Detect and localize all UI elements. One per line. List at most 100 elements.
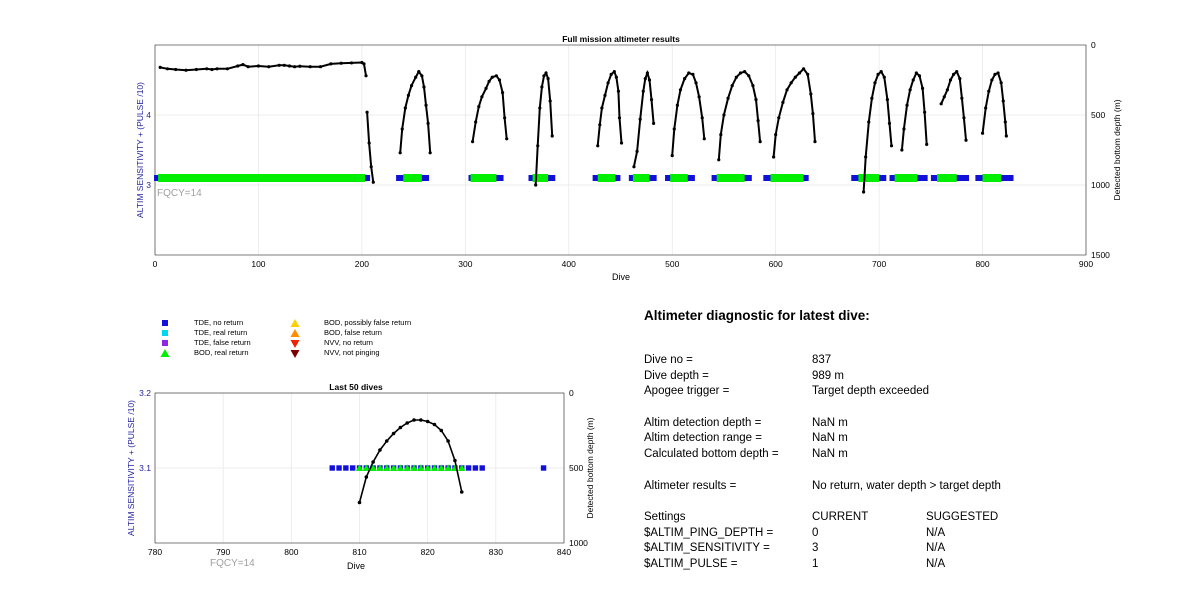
bottom-depth-point	[702, 137, 706, 141]
y-left-tick-label: 4	[146, 110, 151, 120]
bottom-depth-point	[540, 85, 544, 89]
setting-name: $ALTIM_PULSE =	[644, 557, 738, 570]
bottom-depth-point	[432, 422, 437, 427]
bottom-depth-line	[671, 71, 706, 156]
bottom-depth-point	[905, 103, 909, 107]
diag-row-dive-depth: Dive depth = 989 m	[644, 369, 1184, 385]
bottom-depth-point	[487, 79, 491, 83]
bottom-depth-point	[603, 93, 607, 97]
bod-real-return-marker	[417, 464, 425, 471]
diag-value: Target depth exceeded	[812, 385, 930, 398]
bottom-depth-point	[951, 72, 956, 76]
setting-current: 0	[812, 526, 819, 539]
bottom-depth-point	[241, 63, 245, 67]
bottom-depth-point	[960, 96, 964, 100]
bottom-depth-point	[811, 112, 815, 116]
chart2-title: Last 50 dives	[329, 382, 383, 392]
bottom-depth-point	[1004, 134, 1008, 138]
bottom-depth-point	[993, 72, 997, 76]
chart1-ylabel: ALTIM SENSITIVITY + (PULSE /10)	[135, 82, 145, 218]
bod-real-return-markers	[770, 174, 804, 182]
bottom-depth-point	[287, 64, 292, 68]
setting-suggested: N/A	[926, 557, 946, 570]
bottom-depth-point	[619, 141, 624, 145]
bottom-depth-point	[205, 67, 209, 71]
bottom-depth-point	[945, 88, 949, 92]
y-left-tick-label: 3.2	[139, 388, 151, 398]
bottom-depth-point	[911, 78, 915, 82]
diag-label: Apogee trigger =	[644, 385, 730, 398]
bottom-depth-point	[598, 123, 602, 127]
tde-no-return-marker	[329, 465, 335, 471]
bottom-depth-point	[371, 460, 375, 464]
bottom-depth-point	[925, 142, 929, 146]
x-tick-label: 840	[557, 547, 571, 557]
last-50-dives-chart: Last 50 dives 780 790 800 810 820 830 840 3.1 3.…	[126, 382, 595, 571]
chart1-title: Full mission altimeter results	[562, 34, 680, 44]
bottom-depth-point	[758, 140, 762, 144]
bottom-depth-point	[349, 61, 354, 65]
diagnostic-title: Altimeter diagnostic for latest dive:	[644, 308, 870, 323]
bottom-depth-point	[670, 154, 674, 158]
bottom-depth-point	[422, 85, 426, 89]
bod-real-return-marker	[430, 464, 439, 471]
diag-value: NaN m	[812, 432, 848, 445]
chart2-ylabel-right: Detected bottom depth (m)	[585, 417, 595, 518]
legend-marker-bod-real-return	[160, 349, 170, 357]
current-header: CURRENT	[812, 511, 869, 524]
y-right-tick-label: 1000	[1091, 180, 1110, 190]
bottom-depth-point	[225, 67, 230, 71]
bod-real-return-marker	[424, 464, 432, 471]
y-right-tick-label: 1500	[1091, 250, 1110, 260]
bottom-depth-point	[743, 70, 747, 74]
diag-row-altim-detection-range: Altim detection range = NaN m	[644, 431, 1184, 447]
setting-current: 3	[812, 542, 819, 555]
bottom-depth-point	[308, 65, 312, 69]
suggested-header: SUGGESTED	[926, 511, 999, 524]
bottom-depth-point	[793, 75, 797, 79]
bottom-depth-point	[546, 77, 550, 81]
bottom-depth-point	[477, 105, 481, 109]
bottom-depth-point	[809, 92, 813, 96]
bottom-depth-point	[339, 61, 343, 65]
bottom-depth-point	[400, 127, 404, 131]
legend-marker-tde-no-return	[162, 320, 168, 326]
bod-real-return-markers	[716, 174, 745, 182]
bottom-depth-point	[298, 64, 302, 68]
diag-row-altim-detection-depth: Altim detection depth = NaN m	[644, 416, 1184, 432]
diag-value: NaN m	[812, 447, 848, 460]
bod-real-return-markers	[158, 174, 365, 182]
bottom-depth-point	[391, 431, 396, 436]
bottom-depth-point	[384, 439, 389, 443]
diag-label: Altimeter results =	[644, 479, 737, 492]
bottom-depth-point	[694, 81, 698, 85]
legend-marker-tde-real-return	[162, 330, 168, 336]
bod-real-return-markers	[894, 174, 918, 182]
tde-no-return-marker	[343, 465, 349, 471]
bottom-depth-point	[414, 75, 418, 79]
y-right-tick-label: 1000	[569, 538, 588, 548]
bottom-depth-line	[471, 74, 508, 142]
bottom-depth-point	[652, 121, 656, 125]
bod-real-return-markers	[937, 174, 957, 182]
bottom-depth-point	[649, 98, 654, 102]
bottom-depth-point	[754, 98, 758, 102]
x-tick-label: 820	[421, 547, 435, 557]
bottom-depth-point	[738, 71, 743, 75]
bottom-depth-point	[867, 120, 871, 124]
bottom-depth-point	[256, 64, 261, 68]
bottom-depth-point	[632, 165, 636, 169]
bod-real-return-marker	[376, 464, 384, 471]
bottom-depth-point	[801, 67, 806, 71]
bottom-depth-point	[609, 72, 613, 76]
bod-real-return-markers	[632, 174, 650, 182]
bod-real-return-marker	[369, 464, 377, 471]
bottom-depth-point	[318, 65, 323, 69]
bod-real-return-marker	[355, 464, 364, 471]
settings-header: Settings	[644, 511, 686, 524]
bottom-depth-line	[358, 419, 463, 503]
bottom-depth-line	[981, 71, 1008, 137]
bottom-depth-point	[635, 149, 639, 153]
bod-real-return-marker	[383, 464, 391, 471]
bottom-depth-point	[687, 71, 691, 75]
